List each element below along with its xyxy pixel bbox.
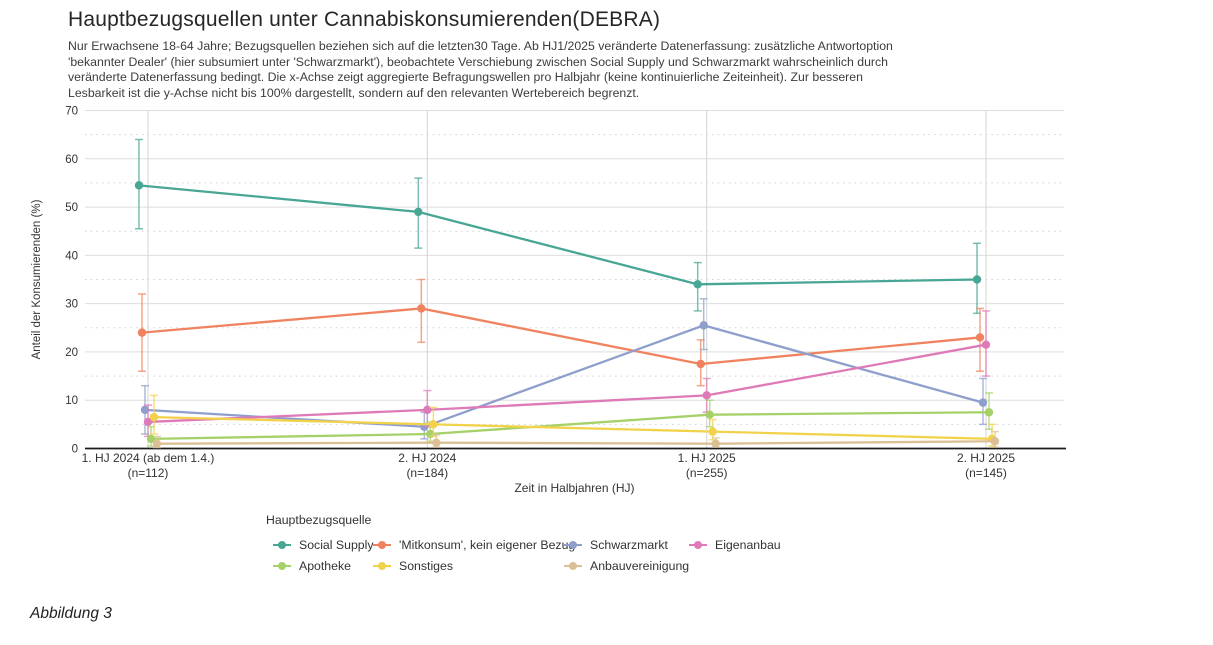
subtitle-line: 'bekannter Dealer' (hier subsumiert unte… [68, 54, 889, 69]
x-tick-label: 2. HJ 2024 [398, 451, 456, 465]
data-point [149, 412, 159, 422]
y-tick-label: 30 [65, 299, 78, 311]
data-point [137, 328, 147, 337]
y-tick-label: 40 [65, 250, 78, 262]
x-tick-label: 1. HJ 2024 (ab dem 1.4.) [82, 451, 215, 465]
data-point [705, 410, 714, 419]
series-line [156, 440, 996, 445]
data-point [708, 427, 717, 436]
data-point [975, 333, 985, 342]
data-point [981, 340, 991, 349]
x-axis-title: Zeit in Halbjahren (HJ) [514, 481, 634, 495]
series-line [147, 343, 987, 424]
data-point [429, 420, 438, 429]
x-tick-sublabel: (n=184) [406, 466, 448, 480]
series-line [141, 307, 981, 366]
x-tick-sublabel: (n=255) [686, 466, 728, 480]
series-mitkonsum-kein-eigener-bezug [137, 278, 985, 387]
x-tick-label: 1. HJ 2025 [678, 451, 736, 465]
y-tick-label: 10 [65, 395, 78, 407]
series-social-supply [134, 138, 982, 315]
data-point [693, 280, 702, 289]
data-point [432, 438, 441, 447]
data-point [143, 417, 153, 427]
data-point [140, 405, 150, 415]
x-tick-sublabel: (n=145) [965, 466, 1007, 480]
y-tick-label: 60 [65, 154, 78, 166]
series-line [144, 324, 984, 428]
data-point [152, 439, 162, 448]
data-point [699, 321, 708, 330]
subtitle-line: Nur Erwachsene 18-64 Jahre; Bezugsquelle… [68, 39, 893, 53]
data-point [134, 181, 144, 190]
series-line [153, 415, 993, 440]
series-eigenanbau [143, 310, 991, 438]
chart-subtitle: Nur Erwachsene 18-64 Jahre; Bezugsquelle… [68, 39, 1148, 101]
x-tick-label: 2. HJ 2025 [957, 451, 1015, 465]
y-tick-label: 70 [65, 106, 78, 118]
data-point [702, 391, 711, 400]
data-point [414, 207, 423, 217]
subtitle-line: veränderte Datenerfassung bedingt. Die x… [68, 70, 863, 85]
y-tick-label: 50 [65, 202, 78, 214]
chart-header: Hauptbezugsquellen unter Cannabiskonsumi… [68, 8, 1148, 101]
data-point [984, 408, 994, 417]
data-point [696, 359, 705, 369]
series-line [150, 411, 990, 440]
y-axis-title: Anteil der Konsumierenden (%) [31, 199, 43, 359]
chart-title: Hauptbezugsquellen unter Cannabiskonsumi… [68, 8, 661, 31]
subtitle-line: Lesbarkeit ist die y-Achse nicht bis 100… [68, 85, 640, 100]
y-tick-label: 0 [72, 444, 78, 456]
y-tick-label: 20 [65, 347, 78, 359]
data-point [990, 437, 1000, 446]
data-point [417, 304, 426, 313]
data-point [972, 275, 982, 284]
series-anbauvereinigung [152, 430, 1000, 449]
x-tick-sublabel: (n=112) [128, 466, 169, 480]
data-point [978, 398, 988, 407]
data-point [711, 439, 720, 448]
figure-caption: Abbildung 3 [30, 605, 112, 622]
series-line [138, 184, 978, 286]
